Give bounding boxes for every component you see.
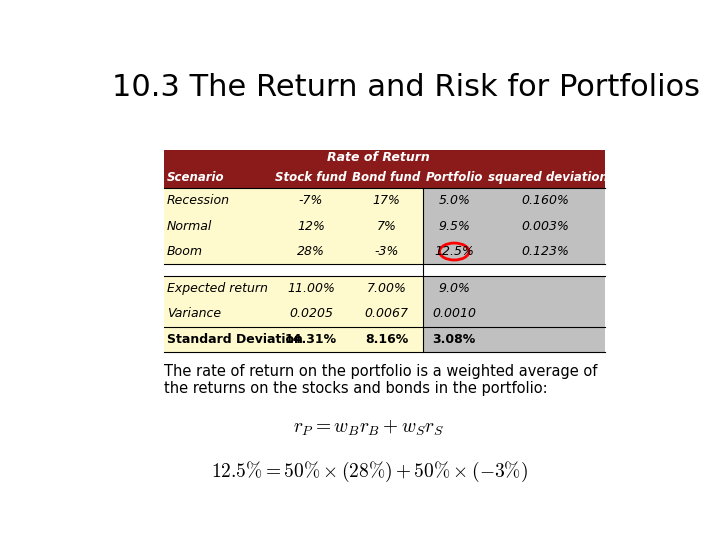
Bar: [423, 301, 606, 327]
Text: 12.5%: 12.5%: [434, 245, 474, 258]
Text: 0.123%: 0.123%: [521, 245, 570, 258]
Text: 9.0%: 9.0%: [438, 282, 470, 295]
Bar: [163, 327, 423, 352]
Text: 3.08%: 3.08%: [433, 333, 476, 346]
Text: 0.0067: 0.0067: [364, 307, 408, 320]
Text: 5.0%: 5.0%: [438, 194, 470, 207]
Text: Rate of Return: Rate of Return: [328, 151, 430, 165]
Text: Portfolio: Portfolio: [426, 171, 483, 184]
Text: Normal: Normal: [167, 220, 212, 233]
Bar: [163, 188, 423, 213]
Text: 8.16%: 8.16%: [365, 333, 408, 346]
Text: Stock fund: Stock fund: [275, 171, 346, 184]
Bar: [163, 276, 423, 301]
Text: Expected return: Expected return: [167, 282, 268, 295]
Text: Bond fund: Bond fund: [352, 171, 420, 184]
Text: Scenario: Scenario: [167, 171, 225, 184]
Text: 0.0205: 0.0205: [289, 307, 333, 320]
Text: Boom: Boom: [167, 245, 203, 258]
Text: 12%: 12%: [297, 220, 325, 233]
Bar: [423, 213, 606, 239]
Bar: [423, 188, 606, 213]
Text: 17%: 17%: [372, 194, 400, 207]
Bar: [163, 264, 606, 276]
Text: $r_P = w_B r_B + w_S r_S$: $r_P = w_B r_B + w_S r_S$: [293, 417, 445, 438]
Text: 28%: 28%: [297, 245, 325, 258]
Bar: [163, 150, 606, 188]
Text: Recession: Recession: [167, 194, 230, 207]
Bar: [423, 327, 606, 352]
Text: 10.3 The Return and Risk for Portfolios: 10.3 The Return and Risk for Portfolios: [112, 72, 700, 102]
Bar: [163, 301, 423, 327]
Text: 0.0010: 0.0010: [432, 307, 476, 320]
Bar: [163, 213, 423, 239]
Text: $12.5\% = 50\%\times(28\%) + 50\%\times(-3\%)$: $12.5\% = 50\%\times(28\%) + 50\%\times(…: [210, 460, 528, 484]
Text: Variance: Variance: [167, 307, 221, 320]
Text: 7%: 7%: [377, 220, 397, 233]
Text: Standard Deviation: Standard Deviation: [167, 333, 302, 346]
Text: 0.160%: 0.160%: [521, 194, 570, 207]
Text: The rate of return on the portfolio is a weighted average of: The rate of return on the portfolio is a…: [163, 363, 597, 379]
Text: 11.00%: 11.00%: [287, 282, 335, 295]
Text: 7.00%: 7.00%: [366, 282, 406, 295]
Text: 9.5%: 9.5%: [438, 220, 470, 233]
Text: -3%: -3%: [374, 245, 399, 258]
Bar: [423, 239, 606, 264]
Text: -7%: -7%: [299, 194, 323, 207]
Text: squared deviation: squared deviation: [488, 171, 608, 184]
Bar: [163, 239, 423, 264]
Text: 14.31%: 14.31%: [285, 333, 337, 346]
Text: the returns on the stocks and bonds in the portfolio:: the returns on the stocks and bonds in t…: [163, 381, 547, 395]
Text: 0.003%: 0.003%: [521, 220, 570, 233]
Bar: [423, 276, 606, 301]
